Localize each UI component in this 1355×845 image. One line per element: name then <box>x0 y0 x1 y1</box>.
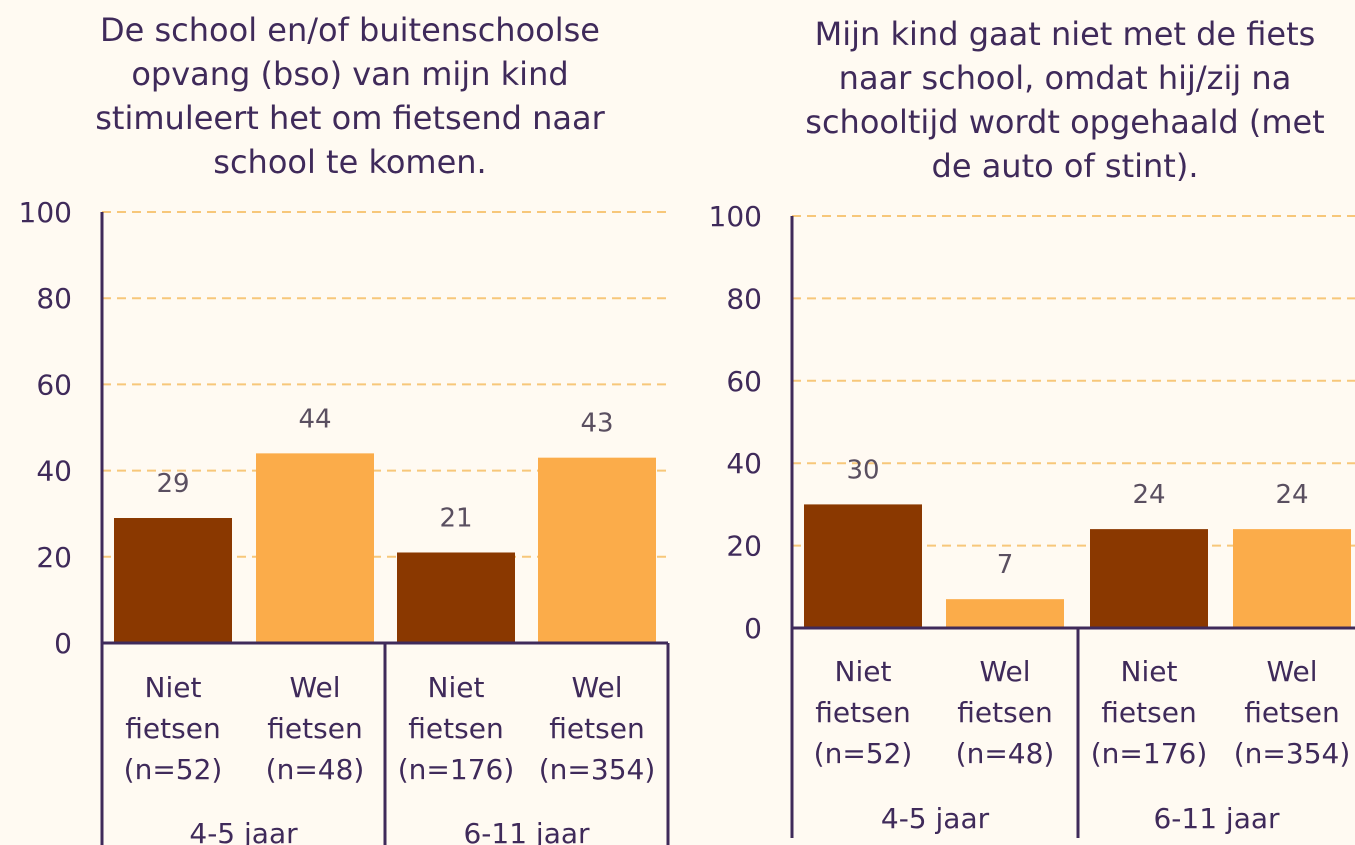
category-label: fietsen <box>957 696 1052 729</box>
category-label: (n=354) <box>539 753 656 786</box>
bar <box>1233 529 1351 628</box>
category-label: (n=52) <box>124 753 223 786</box>
bar <box>946 599 1064 628</box>
group-label: 6-11 jaar <box>1153 802 1280 835</box>
y-tick-label: 80 <box>36 282 72 315</box>
category-label: fietsen <box>549 712 644 745</box>
y-tick-label: 0 <box>54 627 72 660</box>
category-label: fietsen <box>1101 696 1196 729</box>
category-label: Wel <box>1266 655 1317 688</box>
y-tick-label: 20 <box>36 541 72 574</box>
bar <box>1090 529 1208 628</box>
bar <box>397 552 515 643</box>
category-label: (n=176) <box>1091 737 1208 770</box>
y-tick-label: 20 <box>726 530 762 563</box>
y-tick-label: 100 <box>19 196 72 229</box>
group-label: 6-11 jaar <box>463 817 590 845</box>
bar-value-label: 30 <box>846 455 879 485</box>
category-label: (n=176) <box>398 753 515 786</box>
bar <box>114 518 232 643</box>
bar-value-label: 44 <box>298 404 331 434</box>
category-label: (n=48) <box>266 753 365 786</box>
bar <box>538 457 656 643</box>
bar-value-label: 7 <box>997 550 1014 580</box>
category-label: Niet <box>145 671 202 704</box>
category-label: fietsen <box>125 712 220 745</box>
bar-value-label: 29 <box>156 469 189 499</box>
category-label: Wel <box>571 671 622 704</box>
category-label: fietsen <box>267 712 362 745</box>
bar-value-label: 21 <box>439 503 472 533</box>
y-tick-label: 60 <box>726 365 762 398</box>
bar <box>804 504 922 628</box>
y-tick-label: 40 <box>36 455 72 488</box>
y-tick-label: 60 <box>36 368 72 401</box>
category-label: Niet <box>428 671 485 704</box>
group-label: 4-5 jaar <box>881 802 990 835</box>
category-label: Wel <box>979 655 1030 688</box>
group-label: 4-5 jaar <box>189 817 298 845</box>
category-label: fietsen <box>1244 696 1339 729</box>
category-label: (n=354) <box>1234 737 1351 770</box>
category-label: fietsen <box>408 712 503 745</box>
category-label: Niet <box>835 655 892 688</box>
y-tick-label: 80 <box>726 282 762 315</box>
bar <box>256 453 374 643</box>
chart-title-left: De school en/of buitenschoolse opvang (b… <box>95 11 605 181</box>
y-tick-label: 0 <box>744 612 762 645</box>
category-label: (n=48) <box>956 737 1055 770</box>
category-label: Niet <box>1121 655 1178 688</box>
category-label: Wel <box>289 671 340 704</box>
category-label: (n=52) <box>814 737 913 770</box>
bar-value-label: 24 <box>1275 480 1308 510</box>
chart-title-right: Mijn kind gaat niet met de fiets naar sc… <box>805 15 1325 185</box>
bar-value-label: 24 <box>1132 480 1165 510</box>
y-tick-label: 100 <box>709 200 762 233</box>
bar-value-label: 43 <box>580 409 613 439</box>
category-label: fietsen <box>815 696 910 729</box>
y-tick-label: 40 <box>726 447 762 480</box>
